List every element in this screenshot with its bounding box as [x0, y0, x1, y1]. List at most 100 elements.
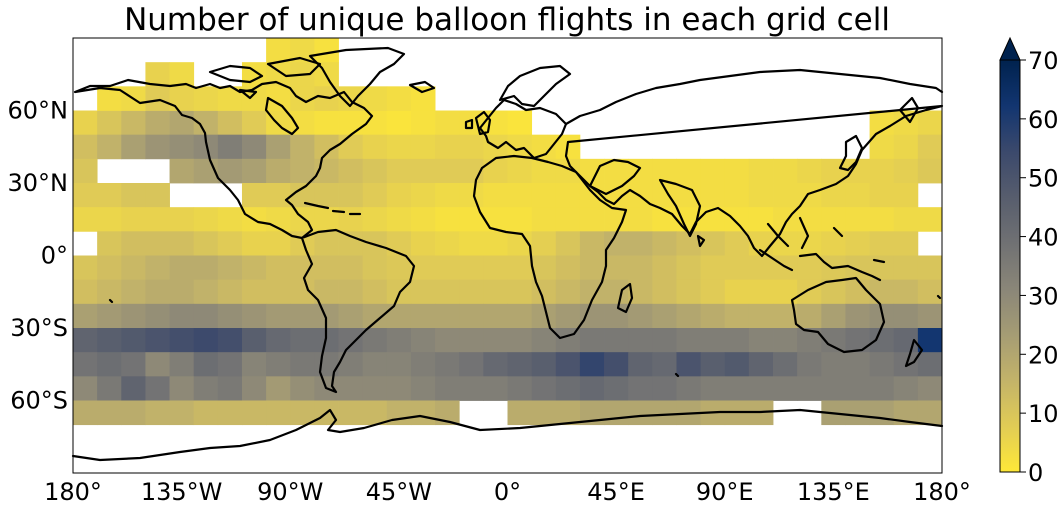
grid-cell	[628, 303, 653, 329]
grid-cell	[169, 328, 195, 353]
coastline-arabia	[588, 158, 642, 196]
grid-cell	[73, 303, 98, 329]
grid-cell	[338, 158, 364, 184]
colorbar-extend-arrow	[999, 36, 1021, 61]
grid-cell	[121, 110, 146, 136]
grid-cell	[410, 110, 436, 136]
grid-cell	[700, 231, 726, 256]
grid-cell	[362, 255, 388, 281]
grid-cell	[579, 376, 605, 401]
grid-cell	[869, 207, 895, 232]
grid-cell	[507, 158, 533, 184]
grid-cell	[797, 303, 822, 329]
grid-cell	[700, 183, 726, 208]
grid-cell	[869, 376, 895, 401]
grid-cell	[700, 376, 726, 401]
grid-cell	[362, 158, 388, 184]
grid-cell	[410, 134, 436, 160]
grid-cell	[169, 400, 195, 426]
grid-cell	[507, 255, 533, 281]
grid-cell	[410, 86, 436, 111]
grid-cell	[555, 231, 581, 256]
coastline-asia	[564, 68, 944, 258]
grid-cell	[410, 207, 436, 232]
grid-cell	[121, 400, 146, 426]
grid-cell	[145, 207, 170, 232]
grid-cell	[314, 231, 339, 256]
grid-cell	[386, 207, 412, 232]
y-tick-label: 30°S	[10, 314, 68, 342]
grid-cell	[169, 279, 195, 305]
grid-cell	[893, 183, 919, 208]
grid-cell	[483, 352, 508, 377]
grid-cell	[217, 207, 243, 232]
grid-cell	[531, 400, 557, 426]
grid-cell	[531, 255, 557, 281]
grid-cell	[386, 86, 412, 111]
coastline-madagascar	[616, 282, 634, 314]
grid-cell	[97, 376, 122, 401]
grid-cell	[145, 352, 170, 377]
grid-cell	[748, 279, 774, 305]
grid-cell	[338, 231, 364, 256]
grid-cell	[555, 376, 581, 401]
grid-cell	[410, 376, 436, 401]
grid-cell	[652, 158, 677, 184]
grid-cell	[435, 303, 460, 329]
grid-cell	[773, 352, 798, 377]
grid-cell	[386, 328, 412, 353]
grid-cell	[845, 158, 870, 184]
grid-cell	[410, 158, 436, 184]
map-plot-area	[71, 37, 944, 474]
grid-cell	[579, 303, 605, 329]
coastline-se-asia-islands	[758, 216, 886, 282]
grid-cell	[217, 303, 243, 329]
grid-cell	[483, 158, 508, 184]
y-tick-label: 30°N	[8, 169, 69, 197]
grid-cell	[314, 255, 339, 281]
grid-cell	[628, 255, 653, 281]
grid-cell	[386, 376, 412, 401]
coastline-scandinavia	[498, 64, 572, 108]
grid-cell	[435, 279, 460, 305]
grid-cell	[845, 279, 870, 305]
grid-cell	[121, 328, 146, 353]
grid-cell	[266, 328, 291, 353]
grid-cell	[845, 255, 870, 281]
grid-cell	[459, 134, 484, 160]
grid-cell	[893, 303, 919, 329]
grid-cell	[338, 183, 364, 208]
grid-cell	[266, 134, 291, 160]
grid-cell	[266, 279, 291, 305]
colorbar-tick-label: 60	[1028, 106, 1059, 134]
grid-cell	[435, 231, 460, 256]
grid-cell	[362, 279, 388, 305]
grid-cell	[748, 328, 774, 353]
grid-cell	[169, 255, 195, 281]
grid-cell	[869, 158, 895, 184]
grid-cell	[338, 303, 364, 329]
grid-cell	[121, 352, 146, 377]
grid-cell	[266, 183, 291, 208]
grid-cell	[435, 183, 460, 208]
grid-cell	[145, 376, 170, 401]
grid-cell	[386, 158, 412, 184]
grid-cell	[869, 231, 895, 256]
grid-cell	[362, 352, 388, 377]
grid-cell	[797, 255, 822, 281]
grid-cell	[169, 86, 195, 111]
grid-cell	[845, 231, 870, 256]
grid-cell	[266, 158, 291, 184]
grid-cell	[362, 328, 388, 353]
grid-cell	[314, 38, 339, 63]
grid-cell	[507, 207, 533, 232]
grid-cell	[459, 352, 484, 377]
grid-cell	[73, 110, 98, 136]
grid-cell	[579, 207, 605, 232]
grid-cell	[314, 183, 339, 208]
grid-cell	[97, 183, 122, 208]
grid-cell	[193, 352, 219, 377]
grid-cell	[241, 134, 267, 160]
grid-cell	[917, 376, 943, 401]
